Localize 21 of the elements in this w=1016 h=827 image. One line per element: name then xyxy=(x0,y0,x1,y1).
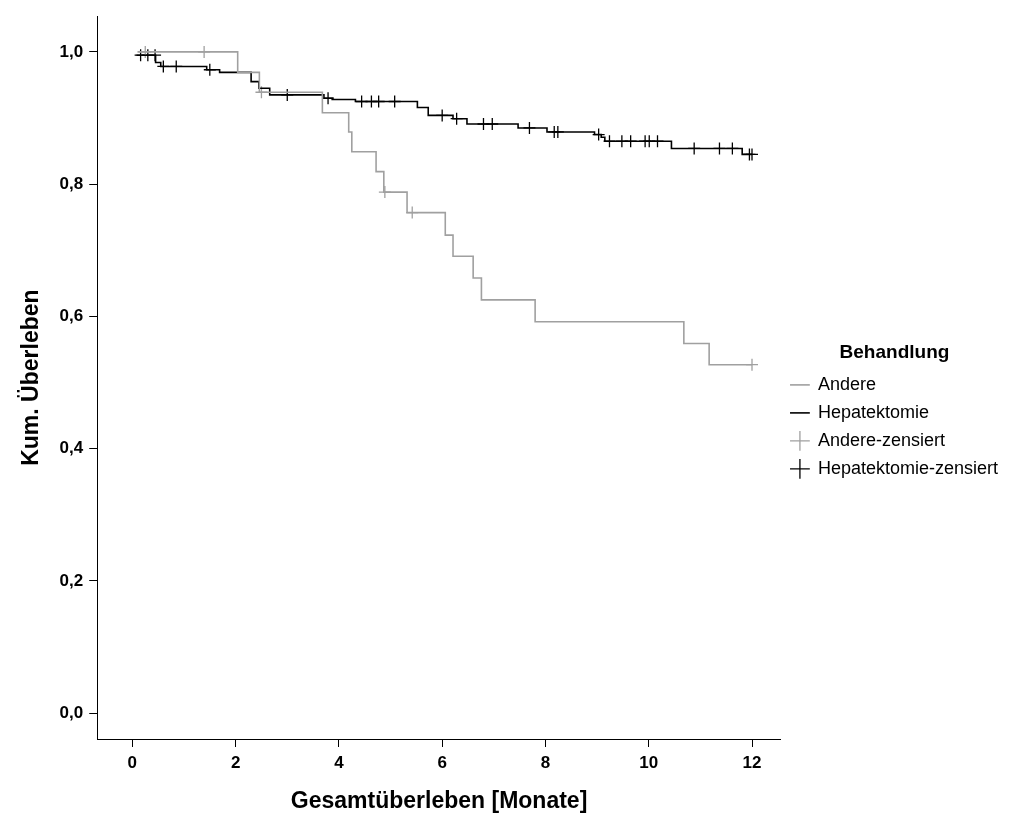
legend-label: Andere xyxy=(817,373,876,394)
y-tick-label: 0,8 xyxy=(59,173,84,193)
legend-label: Hepatektomie xyxy=(817,401,929,422)
x-tick-label: 4 xyxy=(334,752,345,772)
x-tick-label: 8 xyxy=(540,752,551,772)
x-axis-title: Gesamtüberleben [Monate] xyxy=(290,786,588,813)
y-tick-label: 0,2 xyxy=(59,570,84,590)
x-tick-label: 10 xyxy=(639,752,659,772)
legend-title: Behandlung xyxy=(839,340,950,362)
y-tick-label: 0,4 xyxy=(59,438,84,458)
x-tick-label: 2 xyxy=(230,752,241,772)
x-tick-label: 6 xyxy=(437,752,447,772)
y-tick-label: 0,0 xyxy=(59,702,84,722)
y-axis-title: Kum. Überleben xyxy=(17,289,44,466)
y-tick-label: 1,0 xyxy=(59,41,84,61)
y-tick-label: 0,6 xyxy=(59,306,84,326)
legend-label: Hepatektomie-zensiert xyxy=(817,457,999,478)
x-tick-label: 12 xyxy=(742,752,762,772)
legend-label: Andere-zensiert xyxy=(817,429,945,450)
x-tick-label: 0 xyxy=(127,752,138,772)
point xyxy=(591,127,606,142)
